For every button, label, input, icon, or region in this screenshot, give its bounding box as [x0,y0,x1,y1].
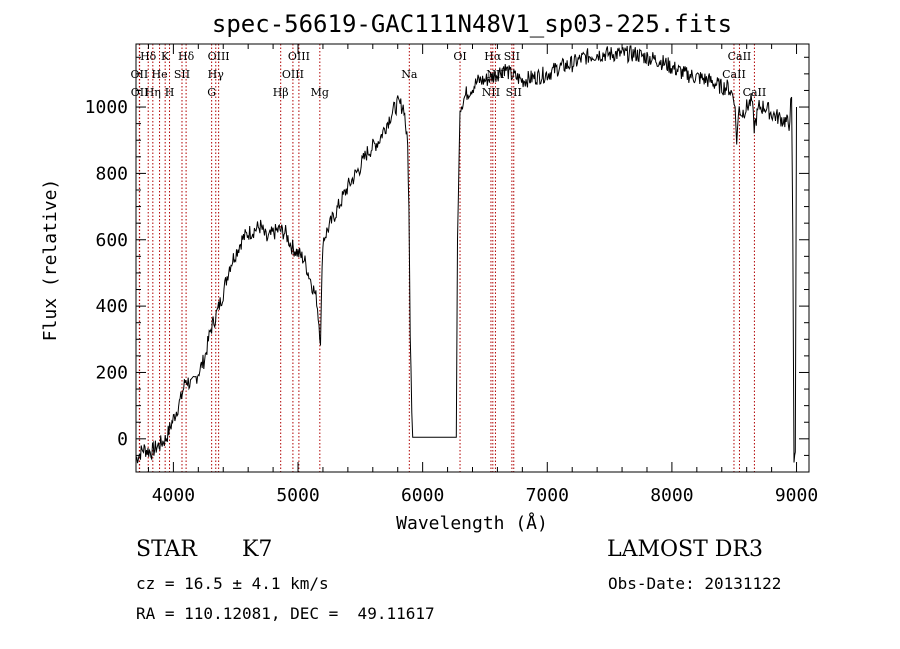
line-marker-label: OII [131,86,149,99]
y-tick-label: 0 [117,429,128,450]
chart-title: spec-56619-GAC111N48V1_sp03-225.fits [212,10,732,38]
line-marker-label: He [152,68,168,81]
x-tick-label: 7000 [526,485,569,506]
observation-date: Obs-Date: 20131122 [608,574,782,593]
redshift-cz: cz = 16.5 ± 4.1 km/s [136,574,329,593]
y-tick-label: 1000 [85,97,128,118]
object-class: STAR [136,537,197,562]
line-marker-label: SII [504,50,520,63]
object-subclass: K7 [242,537,273,562]
y-axis-label: Flux (relative) [40,179,61,342]
y-tick-label: 600 [95,230,128,251]
line-marker-label: Mg [311,86,329,99]
line-marker-label: G [207,86,216,99]
line-marker-label: OIII [282,68,304,81]
y-tick-label: 400 [95,296,128,317]
x-tick-label: 4000 [152,485,195,506]
axes: 4000 5000 6000 7000 8000 9000 0 200 400 600 800 100… [85,44,818,506]
x-tick-label: 6000 [401,485,444,506]
line-marker-label: Hα [484,50,502,63]
line-marker-label: H [165,86,175,99]
line-marker-label: SII [506,86,522,99]
survey-label: LAMOST DR3 [607,537,763,562]
line-marker-label: Hδ [178,50,195,63]
plot-frame [135,43,810,473]
line-marker-label: OI [453,50,466,63]
line-marker-label: Hβ [273,86,289,99]
y-tick-label: 800 [95,163,128,184]
line-marker-label: OIII [208,50,230,63]
line-marker-label: NII [482,86,500,99]
line-marker-label: Hη [145,86,161,99]
x-axis-label: Wavelength (Å) [396,512,548,534]
line-marker-label: Hγ [208,68,225,81]
line-marker-label: K [161,50,170,63]
y-tick-label: 200 [95,362,128,383]
line-marker-label: Na [401,68,418,81]
x-tick-label: 5000 [276,485,319,506]
x-tick-label: 8000 [650,485,693,506]
line-marker-label: OII [131,68,149,81]
x-tick-label: 9000 [775,485,818,506]
line-marker-label: CaII [743,86,767,99]
line-marker-label: OIII [288,50,310,63]
spectrum-series [135,45,797,464]
coordinates: RA = 110.12081, DEC = 49.11617 [136,604,435,623]
line-marker-label: CaII [728,50,752,63]
line-marker-label: Hδ [140,50,157,63]
spectrum-line [135,45,797,464]
line-marker-label: SII [174,68,190,81]
line-marker-label: CaII [722,68,746,81]
